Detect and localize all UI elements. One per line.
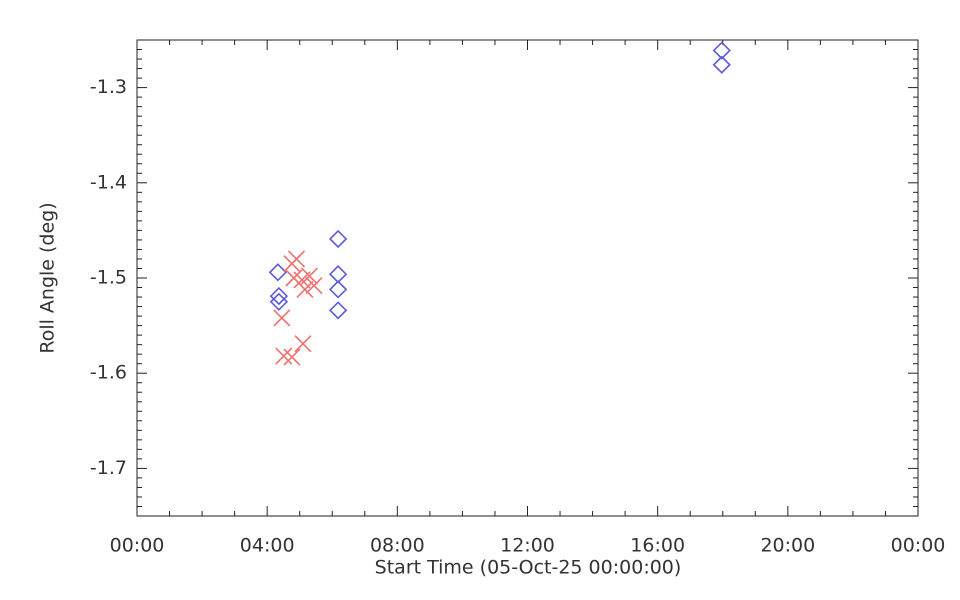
diamond-point	[328, 301, 348, 320]
x-tick-label: 04:00	[240, 535, 295, 557]
diamond-point	[328, 229, 348, 249]
cross-point	[300, 267, 319, 285]
cross-point	[287, 250, 306, 268]
cross-point	[275, 347, 293, 365]
diamond-point	[269, 292, 289, 311]
y-tick-label: -1.6	[90, 362, 127, 384]
x-tick-label: 12:00	[500, 535, 555, 557]
x-axis-label: Start Time (05-Oct-25 00:00:00)	[375, 557, 682, 579]
diamond-point	[269, 286, 289, 306]
diamond-point	[268, 263, 288, 282]
plot-frame	[136, 39, 919, 517]
y-tick-label: -1.5	[90, 267, 127, 289]
x-tick-label: 00:00	[110, 535, 165, 557]
x-tick-label: 00:00	[891, 535, 946, 557]
cross-point	[283, 348, 301, 366]
y-tick-label: -1.7	[90, 457, 127, 479]
y-tick-label: -1.4	[90, 171, 127, 193]
cross-point	[296, 280, 314, 298]
diamond-point	[328, 265, 348, 284]
diamond-point	[712, 55, 731, 74]
cross-point	[273, 309, 291, 327]
cross-point	[294, 335, 312, 353]
cross-point	[305, 277, 323, 295]
x-tick-label: 20:00	[760, 535, 815, 557]
y-tick-label: -1.3	[90, 76, 127, 98]
x-tick-label: 16:00	[630, 535, 685, 557]
y-axis-label: Roll Angle (deg)	[37, 202, 59, 353]
diamond-point	[712, 41, 731, 60]
diamond-point	[328, 280, 348, 299]
x-tick-label: 08:00	[370, 535, 425, 557]
